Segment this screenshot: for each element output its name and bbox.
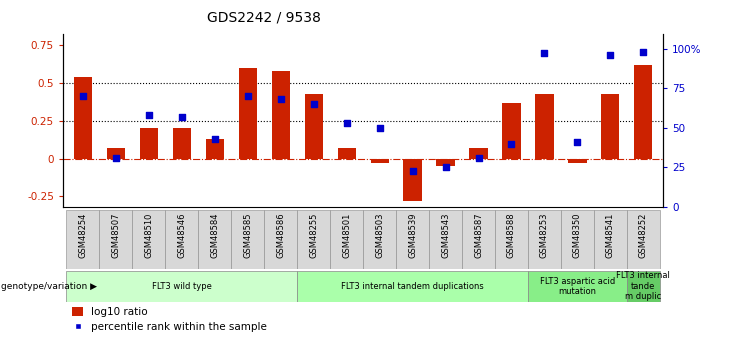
Bar [139,128,158,159]
Point [373,125,385,131]
Bar [305,93,322,159]
Text: GSM48539: GSM48539 [408,213,417,258]
Bar [495,210,528,269]
Point [341,120,353,126]
Point [473,155,485,161]
Point [143,112,155,118]
Text: GSM48585: GSM48585 [243,213,252,258]
Point [77,93,89,99]
Bar [231,210,264,269]
Bar [271,71,290,159]
Text: GDS2242 / 9538: GDS2242 / 9538 [207,10,322,24]
Bar [502,102,521,159]
Bar [634,65,653,159]
Bar [594,210,627,269]
Bar [528,210,561,269]
Text: GSM48546: GSM48546 [177,213,186,258]
Text: GSM48588: GSM48588 [507,213,516,258]
Point [308,101,319,107]
Bar [436,159,455,166]
Bar [297,210,330,269]
Bar [297,271,528,302]
Text: GSM48584: GSM48584 [210,213,219,258]
Point [275,97,287,102]
Bar [561,210,594,269]
Point [407,168,419,173]
Text: GSM48254: GSM48254 [79,213,87,258]
Point [605,52,617,58]
Bar [602,93,619,159]
Text: GSM48503: GSM48503 [375,213,384,258]
Point [110,155,122,161]
Text: GSM48253: GSM48253 [540,213,549,258]
Bar [338,148,356,159]
Bar [536,93,554,159]
Bar [173,128,190,159]
Bar [264,210,297,269]
Text: GSM48586: GSM48586 [276,213,285,258]
Legend: log10 ratio, percentile rank within the sample: log10 ratio, percentile rank within the … [68,303,271,336]
Text: GSM48501: GSM48501 [342,213,351,258]
Point [539,51,551,56]
Bar [404,159,422,201]
Bar [198,210,231,269]
Bar [627,271,660,302]
Bar [462,210,495,269]
Point [439,165,451,170]
Point [176,114,187,120]
Point [637,49,649,55]
Text: FLT3 internal
tande
m duplic: FLT3 internal tande m duplic [617,272,671,301]
Text: GSM48543: GSM48543 [441,213,450,258]
Text: GSM48255: GSM48255 [309,213,318,258]
Text: GSM48507: GSM48507 [111,213,120,258]
Bar [73,77,92,159]
Point [242,93,253,99]
Text: FLT3 wild type: FLT3 wild type [152,282,212,291]
Bar [528,271,627,302]
Bar [568,159,587,163]
Text: GSM48541: GSM48541 [606,213,615,258]
Text: FLT3 aspartic acid
mutation: FLT3 aspartic acid mutation [540,277,615,296]
Text: GSM48587: GSM48587 [474,213,483,258]
Text: GSM48252: GSM48252 [639,213,648,258]
Bar [470,148,488,159]
Bar [396,210,429,269]
Bar [165,210,198,269]
Bar [66,271,297,302]
Point [505,141,517,147]
Text: GSM48510: GSM48510 [144,213,153,258]
Point [571,139,583,145]
Text: GSM48350: GSM48350 [573,213,582,258]
Bar [205,139,224,159]
Bar [107,148,124,159]
Bar [627,210,660,269]
Bar [66,210,99,269]
Text: FLT3 internal tandem duplications: FLT3 internal tandem duplications [341,282,484,291]
Bar [99,210,132,269]
Bar [330,210,363,269]
Bar [363,210,396,269]
Text: genotype/variation ▶: genotype/variation ▶ [1,282,98,291]
Bar [370,159,388,163]
Bar [239,68,256,159]
Point [209,136,221,142]
Bar [132,210,165,269]
Bar [429,210,462,269]
